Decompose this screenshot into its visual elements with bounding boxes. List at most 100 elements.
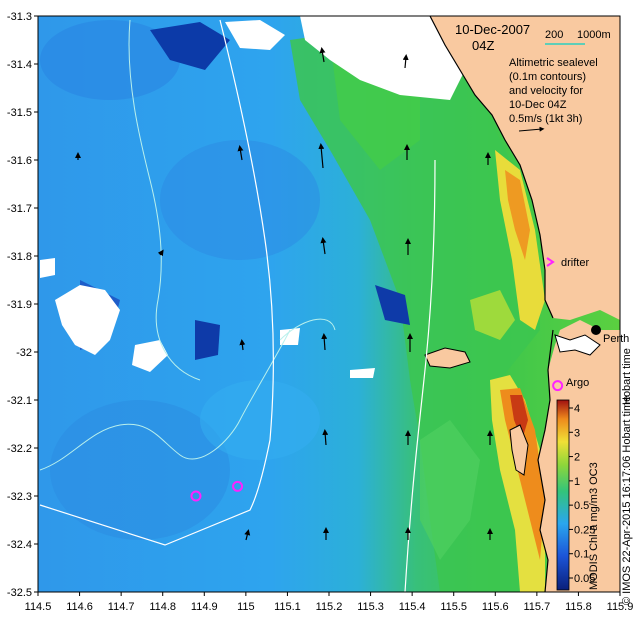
velocity-arrow <box>319 47 326 63</box>
note-line-2: (0.1m contours) <box>509 71 586 83</box>
coastline <box>537 329 554 592</box>
drifter-marker <box>546 257 555 267</box>
cloud-patch <box>132 340 168 372</box>
velocity-arrow <box>239 339 246 351</box>
colorbar-gradient <box>556 399 570 591</box>
y-tick-label: -32.2 <box>7 443 32 455</box>
note-line-1: Altimetric sealevel <box>509 57 598 69</box>
x-tick-label: 115 <box>237 601 255 613</box>
rottnest-island <box>424 347 471 369</box>
colorbar-ticks: 4 3 2 1 0.5 0.25 0.1 0.05 <box>569 403 595 585</box>
velocity-scale-arrow <box>518 126 545 132</box>
colorbar-tick-label: 3 <box>574 427 580 439</box>
x-tick-label: 115.9 <box>607 601 634 613</box>
nearshore-yellowgreen <box>470 290 515 340</box>
colorbar-tick-label: 2 <box>574 452 580 464</box>
y-tick-label: -31.9 <box>7 299 32 311</box>
x-tick-label: 115.3 <box>357 601 384 613</box>
y-tick-label: -31.6 <box>7 155 32 167</box>
x-tick-label: 114.9 <box>191 601 218 613</box>
y-tick-label: -32.4 <box>7 539 32 551</box>
argo-float-marker <box>232 480 244 492</box>
nearshore-red <box>510 395 528 440</box>
x-tick-label: 114.7 <box>108 601 135 613</box>
colorbar-tick-label: 0.05 <box>574 573 595 585</box>
cloud-patch <box>225 20 285 50</box>
garden-island <box>509 424 529 476</box>
note-line-4: 10-Dec 04Z <box>509 99 567 111</box>
depth-label-200: 200 <box>545 29 563 41</box>
sealevel-contour <box>279 318 336 341</box>
map-date: 10-Dec-2007 <box>455 22 530 37</box>
x-tick-label: 114.5 <box>25 601 52 613</box>
x-tick-label: 115.2 <box>316 601 343 613</box>
argo-float-marker <box>552 380 564 392</box>
sealevel-contour <box>128 19 201 381</box>
x-axis: 114.5 114.6 114.7 114.8 114.9 115 115.1 115.2 11… <box>25 592 634 613</box>
colorbar-tick-label: 0.25 <box>574 524 595 536</box>
colorbar-tick-label: 0.1 <box>574 549 589 561</box>
velocity-arrow <box>322 429 329 446</box>
shelf-green <box>290 20 545 592</box>
ocean-patch <box>40 20 180 100</box>
velocity-arrow <box>318 143 325 169</box>
y-tick-label: -31.8 <box>7 251 32 263</box>
y-tick-label: -32.5 <box>7 587 32 599</box>
y-tick-label: -32 <box>16 347 32 359</box>
argo-float-marker <box>190 490 202 502</box>
velocity-arrow <box>320 237 327 255</box>
land-mass <box>430 16 620 592</box>
cloud-patch <box>280 328 300 345</box>
velocity-arrow <box>321 333 328 351</box>
x-tick-label: 114.6 <box>66 601 93 613</box>
x-tick-label: 115.1 <box>274 601 301 613</box>
y-tick-label: -31.7 <box>7 203 32 215</box>
y-axis: -31.3 -31.4 -31.5 -31.6 -31.7 -31.8 -31.9 -32 -3… <box>7 11 38 599</box>
x-tick-label: 115.8 <box>565 601 592 613</box>
hobart-time-label: Hobart time <box>621 348 633 405</box>
deep-blue-patch <box>150 22 230 70</box>
colorbar-tick-label: 1 <box>574 476 580 488</box>
x-tick-label: 115.5 <box>440 601 467 613</box>
map-field <box>38 16 620 592</box>
colorbar: 4 3 2 1 0.5 0.25 0.1 0.05 MODIS Chl-a mg/m3 OC3… <box>556 396 633 605</box>
cloud-patch <box>300 16 470 100</box>
isobath-1000m <box>39 19 274 546</box>
map-time: 04Z <box>472 38 494 53</box>
perth-marker <box>591 325 601 335</box>
river-estuary <box>554 334 601 356</box>
ocean-patch <box>200 380 320 460</box>
velocity-arrow <box>157 249 164 257</box>
velocity-arrow <box>244 529 251 541</box>
note-line-5: 0.5m/s (1kt 3h) <box>509 113 582 125</box>
isobath-200m <box>404 159 436 592</box>
x-tick-label: 115.7 <box>523 601 550 613</box>
argo-floats <box>190 380 564 502</box>
cloud-patch <box>350 368 375 378</box>
cloud-patch <box>40 258 55 278</box>
drifter-label: drifter <box>561 257 589 269</box>
y-tick-label: -31.3 <box>7 11 32 23</box>
depth-label-1000: 1000m <box>577 29 611 41</box>
y-tick-label: -32.3 <box>7 491 32 503</box>
colorbar-title: MODIS Chl-a mg/m3 OC3 <box>588 462 600 590</box>
deep-blue-patch <box>375 285 410 325</box>
argo-label: Argo <box>566 377 589 389</box>
ocean-patch <box>160 140 320 260</box>
coastline <box>429 16 554 319</box>
y-tick-label: -31.5 <box>7 107 32 119</box>
velocity-arrows <box>75 47 493 541</box>
x-tick-label: 115.6 <box>482 601 509 613</box>
nearshore-orange <box>505 170 530 260</box>
colorbar-tick-label: 0.5 <box>574 500 589 512</box>
y-tick-label: -32.1 <box>7 395 32 407</box>
shelf-green <box>420 420 480 560</box>
perth-label: Perth <box>603 333 629 345</box>
x-tick-label: 115.4 <box>399 601 426 613</box>
deep-blue-patch <box>195 320 220 360</box>
note-line-3: and velocity for <box>509 85 583 97</box>
x-tick-label: 114.8 <box>149 601 176 613</box>
sealevel-contour <box>39 329 291 471</box>
velocity-arrow <box>237 145 244 161</box>
